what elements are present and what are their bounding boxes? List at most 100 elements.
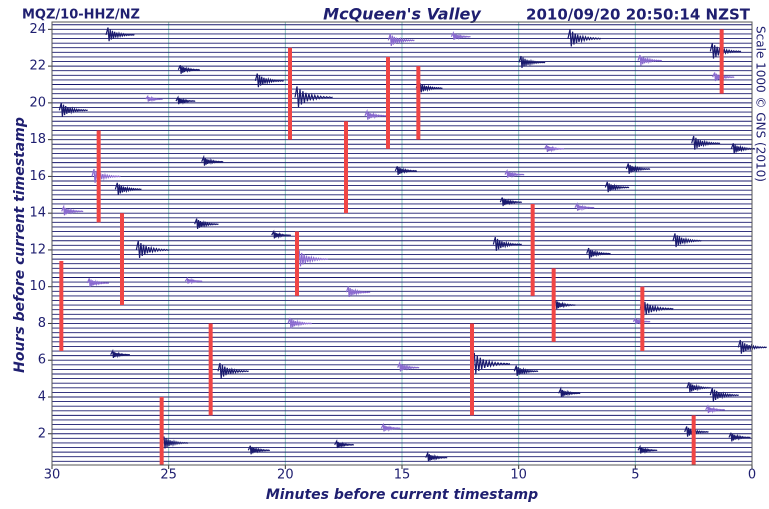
seismic-event — [380, 422, 401, 432]
seismic-event — [691, 135, 721, 150]
clipped-event — [416, 66, 421, 140]
y-tick-label: 18 — [29, 132, 46, 147]
y-tick-label: 6 — [38, 353, 46, 368]
seismic-event — [672, 233, 702, 248]
seismic-event — [105, 27, 135, 42]
seismic-event — [58, 102, 88, 117]
seismic-event — [553, 300, 576, 310]
seismic-event — [254, 73, 284, 88]
chart-title: McQueen's Valley — [323, 5, 481, 24]
seismic-event — [194, 218, 219, 230]
x-tick-label: 20 — [277, 468, 294, 483]
y-tick-label: 16 — [29, 169, 46, 184]
seismic-event — [471, 352, 511, 374]
seismic-event — [450, 30, 471, 41]
seismic-event — [625, 163, 651, 174]
seismic-event — [271, 229, 292, 239]
seismic-event — [737, 339, 767, 354]
clipped-event — [386, 56, 390, 149]
seismic-event — [110, 349, 131, 359]
clipped-event — [530, 203, 535, 296]
seismic-event — [637, 444, 658, 454]
seismic-event — [712, 72, 735, 82]
clipped-event — [295, 231, 299, 296]
seismic-event — [567, 29, 602, 47]
seismic-event — [294, 86, 333, 107]
seismic-event — [415, 81, 443, 94]
x-tick-label: 30 — [44, 468, 61, 483]
seismic-event — [394, 166, 418, 175]
seismic-event — [705, 404, 726, 414]
seismic-event — [397, 360, 420, 372]
clipped-event — [96, 130, 101, 223]
seismic-event — [217, 362, 249, 379]
y-tick-label: 20 — [29, 95, 46, 110]
seismic-event — [586, 247, 611, 259]
y-tick-label: 12 — [29, 242, 46, 257]
seismic-event — [364, 108, 387, 120]
seismic-event — [145, 94, 163, 103]
x-tick-label: 0 — [748, 468, 756, 483]
clipped-event — [551, 268, 556, 342]
seismic-event — [709, 42, 742, 59]
seismic-event — [637, 54, 663, 66]
seismic-event — [425, 450, 448, 462]
seismic-event — [604, 181, 630, 193]
seismic-event — [558, 386, 581, 398]
seismic-event — [504, 168, 525, 179]
timestamp: 2010/09/20 20:50:14 NZST — [526, 6, 751, 24]
seismic-event — [513, 365, 539, 377]
seismic-event — [201, 154, 224, 166]
seismic-event — [709, 387, 739, 402]
seismic-event — [177, 64, 201, 74]
seismic-event — [247, 445, 271, 455]
seismic-event — [730, 143, 756, 154]
seismic-event — [499, 197, 523, 207]
y-tick-label: 24 — [29, 22, 46, 37]
y-tick-label: 14 — [29, 206, 46, 221]
seismic-event — [86, 278, 110, 288]
clipped-event — [640, 286, 645, 352]
y-tick-label: 2 — [38, 426, 46, 441]
seismic-event — [684, 426, 709, 437]
clipped-event — [719, 29, 724, 94]
x-tick-label: 15 — [394, 468, 411, 483]
seismic-event — [639, 299, 674, 317]
clipped-event — [208, 323, 213, 416]
y-tick-label: 8 — [38, 316, 46, 331]
y-tick-label: 22 — [29, 59, 46, 74]
clipped-event — [691, 415, 696, 465]
seismic-event — [574, 202, 595, 212]
plot-border — [51, 21, 753, 466]
station: MQZ/10-HHZ/NZ — [22, 8, 140, 23]
seismic-event — [161, 436, 189, 449]
seismic-event — [296, 250, 329, 267]
x-tick-label: 10 — [510, 468, 527, 483]
clipped-event — [344, 121, 348, 214]
seismic-event — [287, 317, 313, 329]
seismic-event — [175, 95, 196, 105]
seismic-event — [61, 204, 84, 216]
seismic-event — [184, 276, 203, 285]
seismic-event — [492, 236, 522, 251]
seismic-event — [686, 382, 712, 393]
y-tick-label: 10 — [29, 279, 46, 294]
clipped-event — [470, 323, 474, 416]
seismic-event — [518, 55, 546, 69]
x-tick-label: 5 — [631, 468, 639, 483]
clipped-event — [159, 396, 164, 465]
seismic-event — [544, 143, 565, 153]
y-tick-label: 4 — [38, 389, 46, 404]
clipped-event — [120, 213, 124, 306]
seismic-event — [114, 182, 142, 195]
scale-note: Scale 1000 © GNS (2010) — [754, 26, 768, 182]
clipped-event — [288, 47, 292, 140]
y-axis-label: Hours before current timestamp — [12, 117, 28, 373]
seismic-event — [728, 432, 751, 442]
x-axis-label: Minutes before current timestamp — [266, 487, 538, 503]
seismic-event — [135, 240, 170, 258]
x-tick-label: 25 — [160, 468, 177, 483]
seismic-event — [345, 286, 371, 298]
